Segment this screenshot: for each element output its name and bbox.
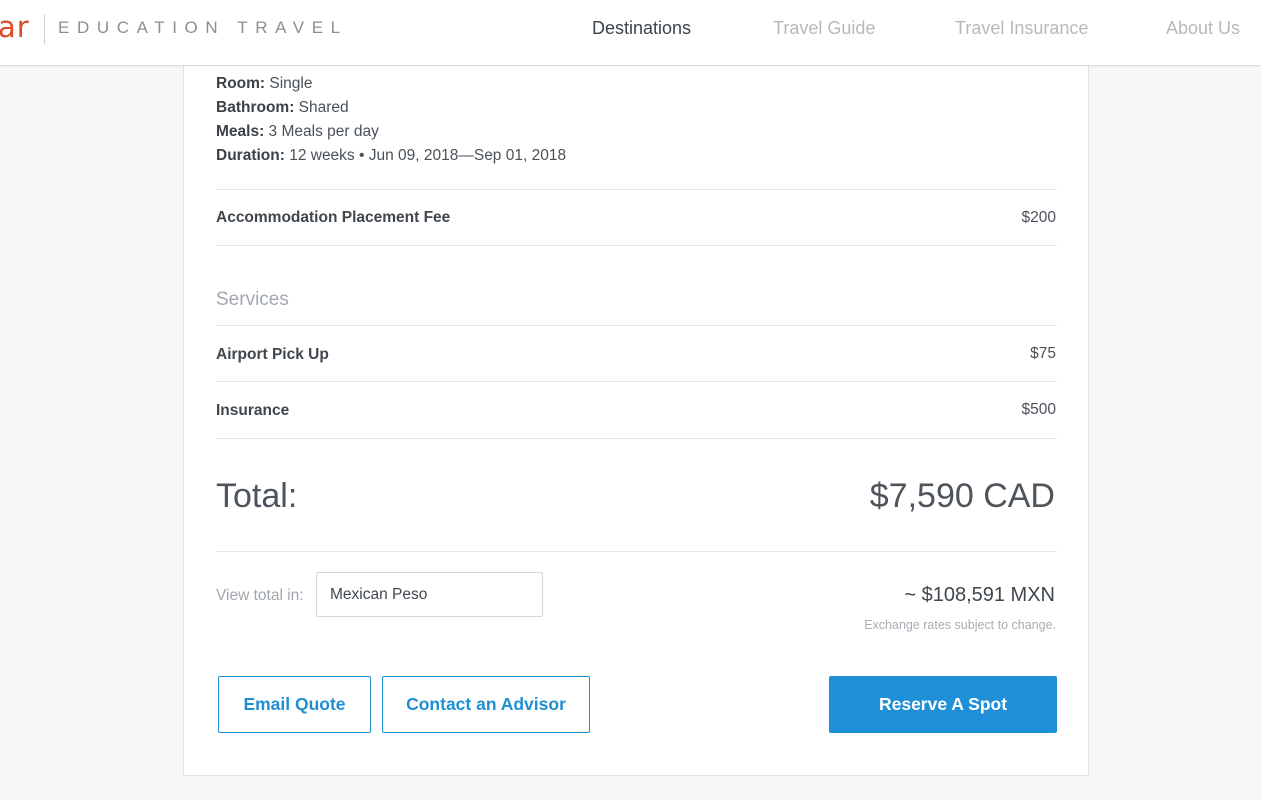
detail-value: Single [265,75,313,92]
contact-advisor-button[interactable]: Contact an Advisor [382,676,590,733]
detail-duration: Duration: 12 weeks • Jun 09, 2018—Sep 01… [216,147,566,165]
placement-fee-label: Accommodation Placement Fee [216,209,451,226]
reserve-spot-button[interactable]: Reserve A Spot [829,676,1057,733]
detail-meals: Meals: 3 Meals per day [216,123,379,141]
service-insurance-value: $500 [1021,401,1056,418]
detail-value: Shared [294,99,349,116]
services-heading: Services [216,289,289,310]
nav-item-about-us[interactable]: About Us [1166,18,1241,38]
quote-summary-card: Room: Single Bathroom: Shared Meals: 3 M… [183,40,1089,776]
site-header: ar EDUCATION TRAVEL Destinations Travel … [0,0,1261,66]
placement-fee-value: $200 [1021,209,1056,226]
divider [216,551,1057,552]
detail-key: Bathroom: [216,99,295,116]
logo-divider [44,14,45,44]
detail-key: Duration: [216,147,285,164]
detail-room: Room: Single [216,75,312,93]
detail-value: 12 weeks • Jun 09, 2018—Sep 01, 2018 [284,147,567,164]
detail-key: Meals: [216,123,265,140]
brand-logo-mark[interactable]: ar [0,10,30,44]
total-label: Total: [216,477,298,515]
divider [216,325,1057,326]
brand-logo-text[interactable]: EDUCATION TRAVEL [58,18,348,37]
exchange-rate-note: Exchange rates subject to change. [864,618,1056,632]
detail-key: Room: [216,75,266,92]
detail-value: 3 Meals per day [264,123,379,140]
nav-item-travel-insurance[interactable]: Travel Insurance [955,18,1089,38]
converted-total: ~ $108,591 MXN [904,584,1055,606]
nav-item-destinations[interactable]: Destinations [592,18,692,38]
detail-bathroom: Bathroom: Shared [216,99,349,117]
service-airport-pickup-value: $75 [1030,345,1056,362]
view-total-in-label: View total in: [216,587,304,604]
total-value: $7,590 CAD [869,477,1055,515]
nav-item-travel-guide[interactable]: Travel Guide [773,18,876,38]
divider [216,438,1057,439]
service-airport-pickup-label: Airport Pick Up [216,346,329,363]
email-quote-button[interactable]: Email Quote [218,676,371,733]
currency-select-input[interactable] [316,572,543,617]
service-insurance-label: Insurance [216,402,290,419]
divider [216,245,1057,246]
divider [216,381,1057,382]
divider [216,189,1057,190]
